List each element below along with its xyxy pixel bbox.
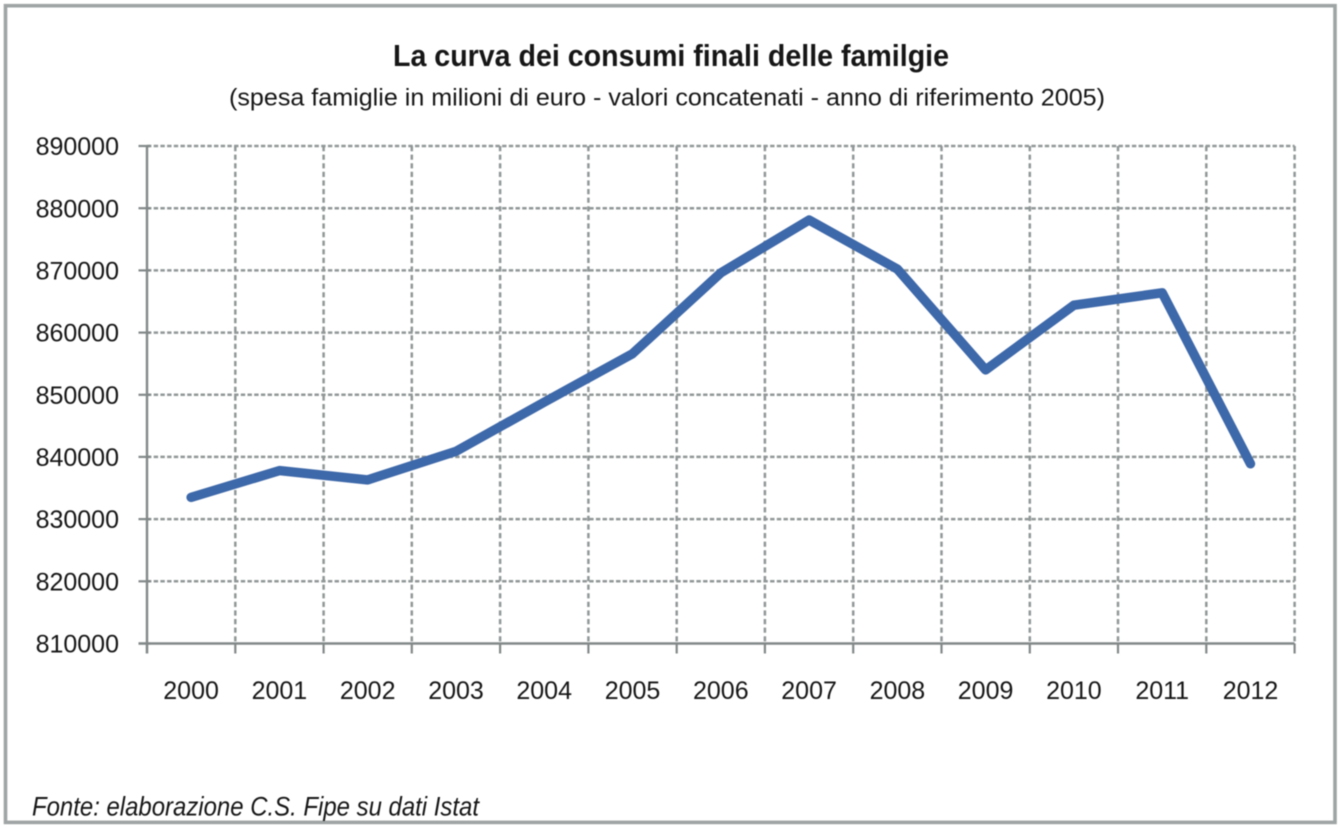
svg-text:2006: 2006 — [693, 677, 749, 705]
svg-text:850000: 850000 — [36, 382, 119, 410]
svg-text:2000: 2000 — [163, 677, 219, 705]
svg-text:2002: 2002 — [340, 677, 396, 705]
svg-text:2005: 2005 — [605, 677, 661, 705]
svg-text:2003: 2003 — [428, 677, 484, 705]
svg-text:2007: 2007 — [781, 677, 837, 705]
svg-text:Fonte: elaborazione C.S. Fipe: Fonte: elaborazione C.S. Fipe su dati Is… — [32, 792, 480, 822]
svg-text:870000: 870000 — [36, 258, 119, 286]
svg-text:2011: 2011 — [1135, 677, 1189, 705]
svg-text:820000: 820000 — [36, 568, 119, 596]
svg-text:2001: 2001 — [252, 677, 308, 705]
svg-text:2008: 2008 — [870, 677, 926, 705]
svg-text:860000: 860000 — [36, 320, 119, 348]
svg-text:840000: 840000 — [36, 444, 119, 472]
svg-text:2012: 2012 — [1223, 677, 1279, 705]
svg-text:810000: 810000 — [36, 631, 119, 659]
svg-text:890000: 890000 — [36, 133, 119, 161]
svg-text:2004: 2004 — [516, 677, 572, 705]
svg-text:880000: 880000 — [36, 195, 119, 223]
svg-text:La curva dei consumi finali de: La curva dei consumi finali delle familg… — [393, 38, 949, 73]
svg-text:830000: 830000 — [36, 506, 119, 534]
svg-text:2009: 2009 — [958, 677, 1014, 705]
svg-text:(spesa famiglie in milioni di: (spesa famiglie in milioni di euro - val… — [229, 85, 1105, 112]
svg-text:2010: 2010 — [1046, 677, 1102, 705]
